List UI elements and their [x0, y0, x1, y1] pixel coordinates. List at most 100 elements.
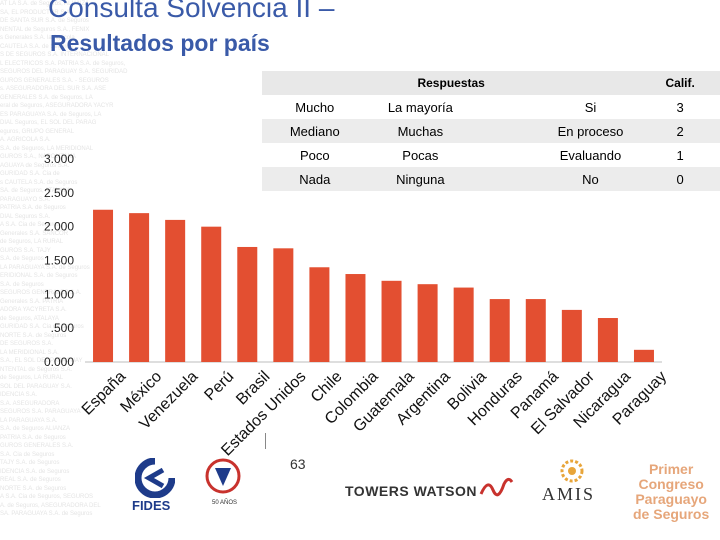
legend-spacer — [473, 119, 540, 143]
background-text-line: SOL DEL PARAGUAY S.A. — [0, 383, 72, 390]
bar — [345, 274, 366, 362]
bar — [273, 248, 294, 362]
page-number: 63 — [290, 456, 306, 472]
background-text-line: S.A., EL SOL DEL PARAGUAY — [0, 358, 83, 364]
background-text-line: S.A. Cia de Seguros — [0, 451, 55, 458]
legend-calif: 3 — [676, 99, 684, 115]
legend-row: Mediano Muchas En proceso 2 — [262, 119, 720, 143]
background-text-line: ES PARAGUAYA S.A. de Seguros, LA — [0, 111, 102, 118]
fides-logo-icon — [135, 458, 175, 498]
x-tick-label: España — [79, 368, 129, 418]
background-text-line: ADORA YACYRETA S.A. — [0, 307, 67, 313]
background-text-line: eguros, GRUPO GENERAL — [0, 128, 75, 135]
background-text-line: REAL S.A. de Seguros — [0, 477, 61, 483]
background-text-line: S.A. de Seguros ALIANZA — [0, 426, 71, 432]
background-text-line: NORTE S.A. de Seguros — [0, 485, 67, 492]
legend-row: Mucho La mayoría Si 3 — [262, 95, 720, 119]
legend-cell: Mediano — [289, 123, 340, 139]
background-text-line: GURIDAD S.A. Cia de Seguros — [0, 324, 84, 330]
background-insurers-text: AT LA S.A. de Seguros, ALIANZA SA, EL PRO… — [0, 0, 150, 520]
fifty-years-text: 50 AÑOS — [212, 500, 238, 506]
background-text-line: s Generales S.A. la Agricola — [0, 35, 75, 41]
y-tick-label: 2.000 — [44, 220, 74, 234]
background-text-line: L ELECTRICOS S.A. PATRIA S.A. de Seguros… — [0, 60, 126, 67]
congreso-line: Primer — [648, 461, 694, 477]
bar — [309, 267, 330, 362]
background-text-line: GUROS GENERALES S.A. - SEGUROS — [0, 77, 109, 84]
background-text-line: S.A. de Seguros — [0, 281, 44, 288]
background-text-line: GUROS GENERALES S.A. — [0, 443, 74, 449]
background-text-line: NTENTAL de Seguros S.A. — [0, 366, 73, 373]
background-text-line: A S.A. Cia de Seguros, SEGUROS — [0, 494, 94, 500]
legend-cell: Nada — [299, 171, 331, 187]
background-text-line: GUROS S.A. TAJY — [0, 247, 51, 254]
background-text-line: s CAUTELA S.A. de Seguros — [0, 179, 78, 186]
background-text-line: NENTAL de Seguros S.A., FENIX — [0, 26, 90, 33]
legend-cell: Poco — [299, 147, 330, 163]
background-text-line: PATRIA S.A. de Seguros — [0, 434, 66, 441]
background-text-line: GENERALES S.A. de Seguros, LA — [0, 94, 93, 101]
background-text-line: AGUAYA de Seguros S.A. — [0, 162, 70, 169]
legend-table: Respuestas Calif. Mucho La mayoría Si 3 … — [262, 71, 720, 191]
bar — [633, 349, 654, 362]
legend-cell: Muchas — [397, 123, 444, 139]
legend-spacer — [473, 167, 540, 191]
congreso-line: Congreso — [638, 476, 704, 492]
background-text-line: s. ASEGURADORA DEL SUR S.A. ASE — [0, 86, 107, 92]
y-tick-label: 1.000 — [44, 287, 74, 301]
background-text-line: DIAL Seguros S.A. — [0, 213, 51, 220]
bar — [237, 246, 258, 362]
congreso-logo: Primer Congreso Paraguayo de Seguros — [633, 462, 709, 522]
background-text-line: A. AGRICOLA S.A. — [0, 137, 51, 143]
legend-cell: Si — [584, 99, 597, 115]
congreso-line: de Seguros — [633, 506, 710, 522]
legend-cell: La mayoría — [387, 99, 453, 115]
bar — [561, 309, 582, 362]
legend-cell: Pocas — [402, 147, 439, 163]
legend-cell: Evaluando — [559, 147, 622, 163]
background-text-line: SA. de Seguros, ATALAYA — [0, 188, 71, 194]
legend-calif: 1 — [676, 147, 684, 163]
background-text-line: LA PARAGUAYA S.A. de Seguros — [0, 264, 90, 271]
background-text-line: DE SEGUROS S.A. — [0, 341, 54, 347]
divider — [265, 433, 266, 449]
background-text-line: GURIDAD S.A. Cia de — [0, 171, 60, 177]
bar — [489, 299, 510, 362]
background-text-line: TAJY S.A. de Seguros — [0, 460, 60, 466]
bar — [525, 299, 546, 362]
legend-cell: En proceso — [557, 123, 624, 139]
amis-logo-icon — [560, 459, 584, 483]
bar — [165, 219, 186, 362]
legend-header-calif: Calif. — [640, 71, 720, 95]
background-text-line: IDENCIA S.A. de Seguros — [0, 468, 70, 475]
y-tick-label: 0.000 — [44, 355, 74, 369]
background-text-line: eral de Seguros, ASEGURADORA YACYR — [0, 103, 114, 109]
legend-cell: Mucho — [295, 99, 335, 115]
congreso-line: Paraguayo — [635, 491, 707, 507]
background-text-line: DIAL Seguros, EL SOL DEL PARAG — [0, 120, 97, 126]
legend-spacer — [473, 95, 540, 119]
background-text-line: DE SANTA SUR S.A. de Seguros — [0, 18, 89, 24]
background-text-line: S DE SEGUROS S.A. INTERNACIONAL — [0, 52, 110, 58]
bar — [93, 209, 114, 362]
background-text-line: NORTE S.A. de Seguros — [0, 332, 67, 339]
background-text-line: SA, EL PRODUCTOR S.A. — [0, 9, 72, 16]
fides-logo-text: FIDES — [132, 498, 171, 513]
background-text-line: AT LA S.A. de Seguros, ALIANZA — [0, 1, 90, 7]
legend-calif: 2 — [676, 123, 684, 139]
bar — [417, 284, 438, 362]
background-text-line: de Seguros, LA RURAL — [0, 375, 64, 381]
bar — [201, 226, 222, 362]
background-text-line: SEGUROS S.A. PARAGUAYA — [0, 409, 81, 415]
towers-watson-logo: TOWERS WATSON — [345, 483, 477, 499]
background-text-line: SEGUROS GENERALES S.A. — [0, 290, 82, 296]
legend-calif: 0 — [676, 171, 684, 187]
background-text-line: SEGUROS DEL PARAGUAY S.A. SEGURIDAD — [0, 69, 128, 75]
bar — [453, 287, 474, 362]
background-text-line: SA. PARAGUAYA S.A. de Seguros — [0, 511, 93, 517]
background-text-line: S.A. ASEGURADORA — [0, 400, 60, 407]
background-text-line: de Seguros, LA RURAL — [0, 239, 64, 245]
x-tick-label: Perú — [201, 368, 237, 404]
legend-row: Poco Pocas Evaluando 1 — [262, 143, 720, 167]
background-text-line: A. de Seguros, ASEGURADORA DEL — [0, 502, 101, 509]
